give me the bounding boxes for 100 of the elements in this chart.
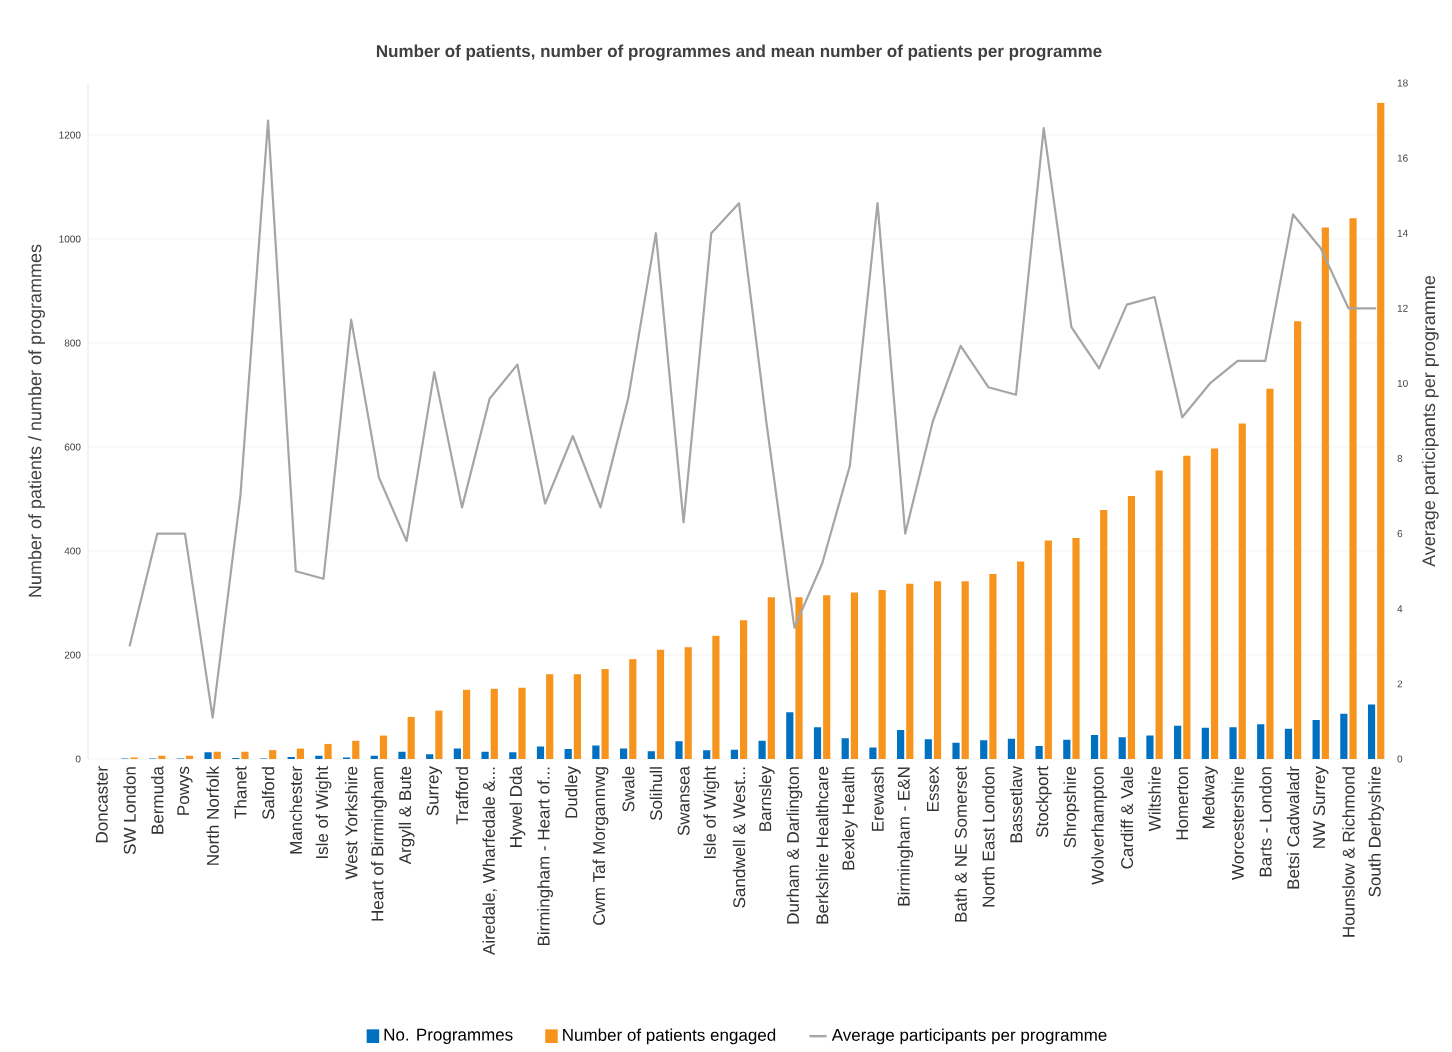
bar [1183,455,1191,760]
x-tick-label: Isle of Wight [315,766,332,859]
y2-tick-label: 4 [1397,605,1403,613]
bar [518,687,526,760]
x-tick-label: Hounslow & Richmond [1342,767,1355,937]
bar [315,755,323,760]
x-tick-label: Barts - London [1259,767,1272,877]
bar [490,688,498,760]
x-tick-label: Essex [926,766,939,812]
y-tick-label: 400 [64,547,81,555]
x-tick-label: SW London [123,767,136,855]
bar [869,747,877,760]
bar [213,751,221,760]
x-tick-label: North Norfolk [206,766,219,865]
y-tick-label: 200 [64,651,81,659]
bar [546,674,554,760]
x-tick-label: Bermuda [151,766,164,834]
bar [1377,102,1385,760]
bar [952,742,960,760]
bar [324,744,332,760]
x-tick-label: Birmingham - E&N [897,767,914,906]
x-tick-label: Wolverhampton [1091,767,1108,885]
x-tick-label: Swansea [677,766,690,836]
line-series [128,119,1378,719]
bar [1035,746,1043,760]
bar [536,746,545,760]
bar [435,710,443,760]
bar [1201,727,1209,760]
y2-tick-label: 14 [1397,229,1408,237]
bar [1146,735,1154,760]
bar [564,749,572,760]
x-tick-label: NW Surrey [1313,766,1329,848]
bar [1340,713,1348,760]
chart-title: Number of patients, number of programmes and mean number of patients per programme [376,44,1102,61]
y2-tick-label: 8 [1397,455,1403,463]
bar [730,749,738,760]
x-tick-label: Birmingham - Heart of... [537,767,553,946]
x-tick-label: North East London [982,767,995,907]
bar [961,581,969,760]
bar [1312,720,1320,760]
bar [481,751,489,760]
y-tick-label: 800 [64,339,81,347]
bar [379,735,388,760]
x-tick-label: Homerton [1176,767,1189,840]
bar [1257,724,1265,760]
y2-tick-label: 2 [1397,680,1403,688]
bar [647,751,655,760]
bar [453,748,461,760]
bar [1155,470,1163,760]
bar [352,740,360,760]
bar [1266,388,1274,760]
bar [1127,495,1136,760]
bar [185,755,194,760]
bar [426,754,434,760]
legend-label: Number of patients engaged [563,1028,776,1045]
bar [906,583,914,760]
x-tick-label: Stockport [1035,766,1052,838]
bar [703,750,711,760]
bar [813,727,822,760]
y2-tick-label: 16 [1397,154,1408,162]
x-tick-label: Argyll & Bute [398,766,415,865]
y-tick-label: 0 [75,755,81,763]
bar [1174,725,1182,760]
y2-tick-label: 10 [1397,379,1408,388]
bar [407,716,415,760]
x-tick-label: Durham & Darlington [786,767,803,924]
x-tick-label: Cardiff & Vale [1120,766,1134,869]
x-tick-label: Trafford [455,767,469,825]
x-tick-label: Betsi Cadwaladr [1286,766,1300,889]
bar [1229,727,1237,760]
legend-label: Average participants per programme [831,1028,1107,1045]
bar [1090,735,1099,760]
y2-tick-label: 0 [1397,755,1403,763]
y-tick-label: 1000 [59,235,81,243]
bar [897,729,905,760]
bar [740,620,748,760]
bar [287,757,295,760]
bar [269,750,277,760]
x-tick-label: Salford [261,767,275,820]
x-tick-label: Airedale, Wharfedale &... [482,767,497,956]
x-tick-label: Wiltshire [1148,766,1161,832]
x-tick-label: Isle of Wight [703,766,720,859]
x-tick-label: Sandwell & West... [732,767,746,908]
bar [1044,540,1052,760]
bar [1294,321,1302,760]
legend-label: No. Programmes [384,1028,513,1045]
bar [795,597,803,760]
y-tick-label: 600 [64,443,81,451]
x-tick-label: West Yorkshire [344,766,358,880]
x-tick-label: Cwm Taf Morgannwg [592,767,609,925]
x-tick-label: Dudley [564,766,581,818]
bar [850,592,859,760]
y2-tick-label: 12 [1397,304,1408,312]
x-tick-label: Powys [177,766,193,815]
bar [1284,728,1293,760]
bar [241,751,249,760]
bar [924,739,932,760]
bar [1238,423,1246,760]
x-tick-label: Erewash [871,767,884,831]
x-tick-label: Heart of Birmingham [370,767,387,921]
